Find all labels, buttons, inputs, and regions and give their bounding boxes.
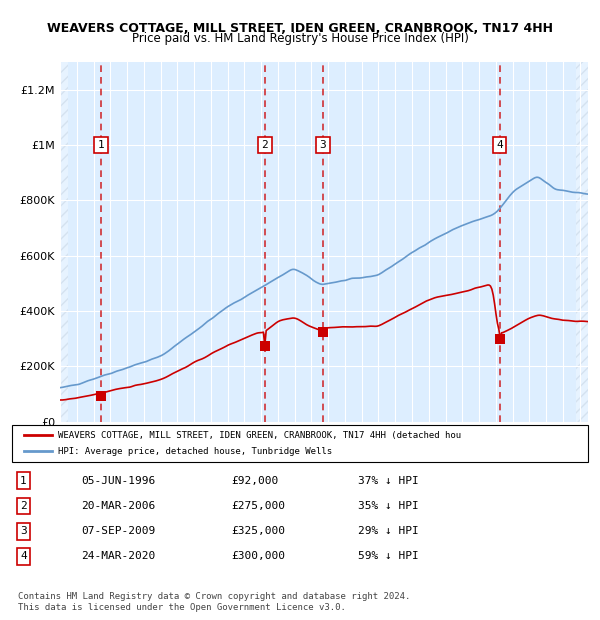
Bar [576,62,588,422]
Text: £275,000: £275,000 [231,501,285,511]
Text: Contains HM Land Registry data © Crown copyright and database right 2024.
This d: Contains HM Land Registry data © Crown c… [18,592,410,611]
Text: 3: 3 [20,526,27,536]
FancyBboxPatch shape [12,425,588,462]
Text: 07-SEP-2009: 07-SEP-2009 [81,526,155,536]
Text: 37% ↓ HPI: 37% ↓ HPI [358,476,418,485]
Text: 20-MAR-2006: 20-MAR-2006 [81,501,155,511]
Text: £325,000: £325,000 [231,526,285,536]
Text: 05-JUN-1996: 05-JUN-1996 [81,476,155,485]
Text: 24-MAR-2020: 24-MAR-2020 [81,551,155,562]
Text: 2: 2 [20,501,27,511]
Text: WEAVERS COTTAGE, MILL STREET, IDEN GREEN, CRANBROOK, TN17 4HH (detached hou: WEAVERS COTTAGE, MILL STREET, IDEN GREEN… [58,431,461,440]
Text: £300,000: £300,000 [231,551,285,562]
Text: 1: 1 [20,476,27,485]
Text: 1: 1 [98,140,104,150]
Text: WEAVERS COTTAGE, MILL STREET, IDEN GREEN, CRANBROOK, TN17 4HH: WEAVERS COTTAGE, MILL STREET, IDEN GREEN… [47,22,553,35]
Text: 3: 3 [319,140,326,150]
Text: Price paid vs. HM Land Registry's House Price Index (HPI): Price paid vs. HM Land Registry's House … [131,32,469,45]
Text: 35% ↓ HPI: 35% ↓ HPI [358,501,418,511]
Text: 4: 4 [496,140,503,150]
Text: 29% ↓ HPI: 29% ↓ HPI [358,526,418,536]
Text: £92,000: £92,000 [231,476,278,485]
Text: 2: 2 [262,140,268,150]
Bar [60,62,68,422]
Text: 59% ↓ HPI: 59% ↓ HPI [358,551,418,562]
Text: 4: 4 [20,551,27,562]
Text: HPI: Average price, detached house, Tunbridge Wells: HPI: Average price, detached house, Tunb… [58,447,332,456]
